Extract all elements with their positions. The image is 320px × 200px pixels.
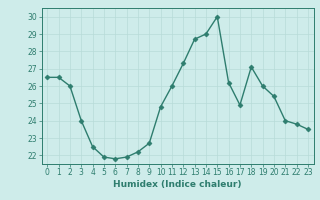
X-axis label: Humidex (Indice chaleur): Humidex (Indice chaleur) [113,180,242,189]
